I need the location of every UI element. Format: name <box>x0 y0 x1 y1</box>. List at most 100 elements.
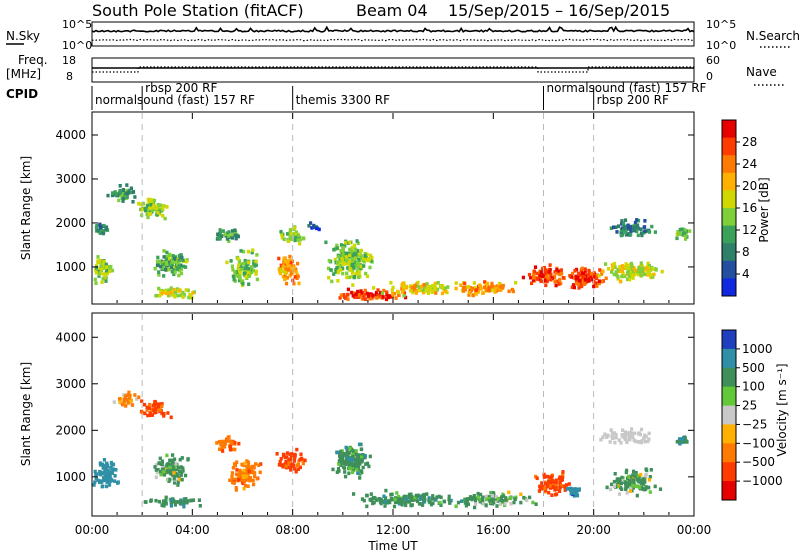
data-cell <box>171 257 175 261</box>
data-cell <box>651 275 655 279</box>
data-cell <box>527 272 532 277</box>
data-cell <box>110 478 114 482</box>
data-cell <box>197 498 201 502</box>
data-cell <box>628 489 632 493</box>
data-cell <box>339 243 344 247</box>
data-cell <box>420 284 424 289</box>
data-cell <box>140 410 145 415</box>
power-cbar-swatch <box>722 120 736 139</box>
data-cell <box>137 201 141 206</box>
data-cell <box>149 413 153 417</box>
data-cell <box>247 469 251 474</box>
data-cell <box>389 280 393 285</box>
data-cell <box>454 286 458 291</box>
data-cell <box>487 287 491 291</box>
data-cell <box>351 454 355 459</box>
data-cell <box>279 229 283 234</box>
data-cell <box>128 393 132 398</box>
data-cell <box>332 247 336 252</box>
data-cell <box>281 269 285 273</box>
data-cell <box>164 501 168 506</box>
data-cell <box>108 269 112 274</box>
power-cbar-tick-label: 16 <box>742 201 757 215</box>
data-cell <box>558 475 562 479</box>
data-cell <box>355 239 359 243</box>
data-cell <box>351 449 355 453</box>
data-cell <box>637 272 641 277</box>
data-cell <box>184 265 188 269</box>
data-cell <box>352 266 356 270</box>
data-cell <box>168 471 172 476</box>
data-cell <box>238 271 242 275</box>
data-cell <box>545 278 549 283</box>
data-cell <box>147 209 151 213</box>
data-cell <box>228 478 232 483</box>
data-cell <box>105 473 109 477</box>
data-cell <box>179 253 183 257</box>
data-cell <box>242 463 246 468</box>
data-cell <box>349 249 354 253</box>
data-cell <box>353 247 357 251</box>
data-cell <box>446 285 450 289</box>
data-cell <box>356 261 360 266</box>
data-cell <box>645 468 649 473</box>
data-cell <box>281 264 285 269</box>
data-cell <box>245 459 249 463</box>
data-cell <box>362 260 366 264</box>
data-cell <box>171 461 175 465</box>
data-cell <box>501 283 505 288</box>
data-cell <box>531 500 535 505</box>
data-cell <box>636 218 641 223</box>
data-cell <box>226 435 230 440</box>
data-cell <box>289 272 293 276</box>
data-cell <box>101 484 105 488</box>
data-cell <box>624 487 628 491</box>
data-cell <box>162 274 166 278</box>
power-panel <box>91 111 695 305</box>
data-cell <box>426 291 431 295</box>
data-cell <box>541 274 545 278</box>
freq-tick-top: 18 <box>62 54 76 67</box>
data-cell <box>542 472 546 477</box>
data-cell <box>498 502 503 506</box>
data-cell <box>225 231 229 235</box>
data-cell <box>126 401 130 405</box>
data-cell <box>172 476 176 481</box>
data-cell <box>307 224 311 228</box>
data-cell <box>252 482 256 487</box>
data-cell <box>357 464 361 469</box>
data-cell <box>572 285 576 290</box>
data-cell <box>449 498 453 503</box>
data-cell <box>164 495 168 500</box>
data-cell <box>377 497 381 501</box>
data-cell <box>109 466 113 470</box>
data-cell <box>644 485 648 489</box>
data-cell <box>572 494 577 498</box>
data-cell <box>364 462 368 466</box>
data-cell <box>359 248 363 253</box>
data-cell <box>191 498 196 502</box>
data-cell <box>177 254 181 258</box>
data-cell <box>647 264 651 268</box>
data-cell <box>413 497 417 502</box>
data-cell <box>416 280 420 285</box>
power-frame <box>91 111 695 305</box>
data-cell <box>428 287 432 292</box>
data-cell <box>114 192 118 196</box>
data-cell <box>635 229 639 234</box>
data-cell <box>627 434 631 439</box>
data-cell <box>221 229 225 233</box>
data-cell <box>234 477 238 482</box>
data-cell <box>283 455 287 460</box>
data-cell <box>94 225 98 230</box>
data-cell <box>597 279 601 283</box>
data-cell <box>107 483 112 487</box>
data-cell <box>284 281 289 286</box>
data-cell <box>168 477 172 482</box>
data-cell <box>150 201 154 205</box>
data-cell <box>179 471 183 475</box>
data-cell <box>94 472 98 477</box>
data-cell <box>344 445 348 450</box>
power-ytick-label: 4000 <box>55 128 86 142</box>
data-cell <box>418 497 422 501</box>
